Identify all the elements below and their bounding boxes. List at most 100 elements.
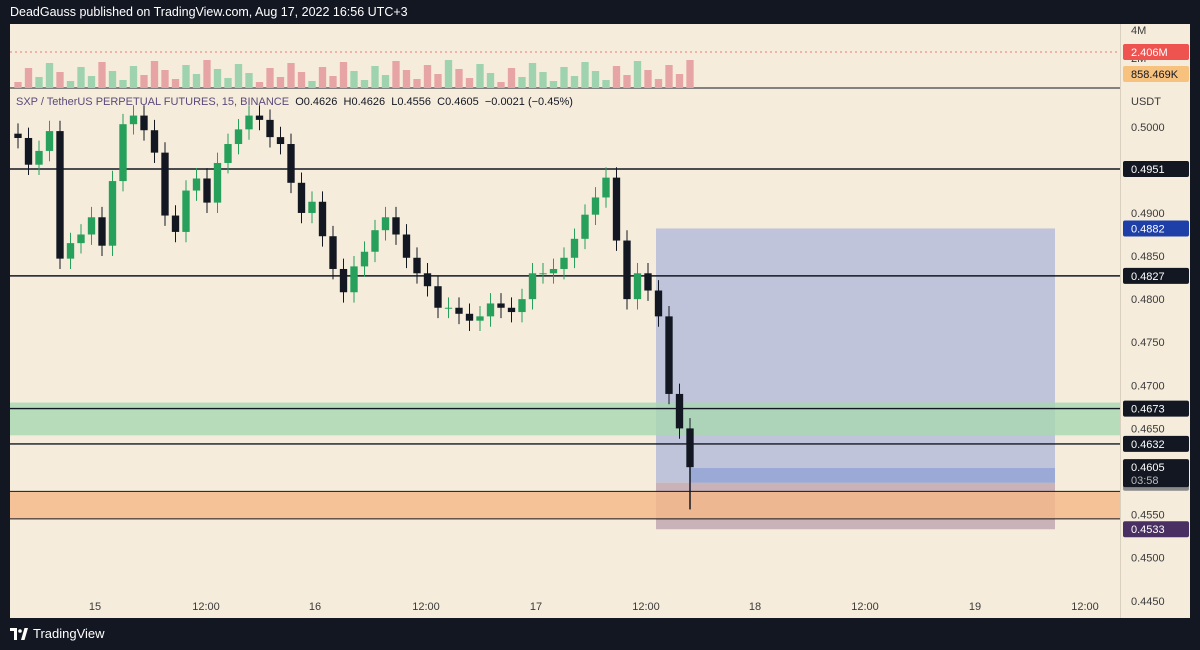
candle-body xyxy=(675,393,684,429)
volume-bar xyxy=(213,69,222,88)
volume-bar xyxy=(45,63,54,88)
volume-bar xyxy=(87,76,96,88)
y-tick-label: 0.5000 xyxy=(1131,122,1165,134)
x-tick-label: 17 xyxy=(530,601,542,613)
level-tag-3-bg xyxy=(1123,435,1189,452)
candle-body xyxy=(360,251,369,267)
volume-bar xyxy=(392,61,400,88)
candle-body xyxy=(35,150,43,165)
volume-bar xyxy=(497,82,505,88)
candle-body xyxy=(266,119,274,138)
candle-body xyxy=(665,316,673,394)
volume-bar xyxy=(549,81,558,88)
candle-body xyxy=(14,133,22,138)
candle-body xyxy=(486,303,495,317)
volume-bar xyxy=(665,65,673,88)
volume-bar xyxy=(539,72,547,88)
right-edge xyxy=(1190,24,1200,618)
candle-body xyxy=(591,197,600,215)
chart-area[interactable]: 15 12:00 16 12:00 17 12:00 18 12:00 19 12:00 SXP … xyxy=(10,24,1120,618)
publisher-text: DeadGauss published on TradingView.com, … xyxy=(10,5,408,19)
tradingview-logo[interactable]: TradingView xyxy=(10,626,105,641)
candle-body xyxy=(444,307,453,309)
candle-body xyxy=(654,290,663,317)
last-price-tag: 0.4605 xyxy=(1131,462,1165,474)
volume-bar xyxy=(402,70,411,88)
candle-body xyxy=(507,307,516,313)
price-chart[interactable]: 15 12:00 16 12:00 17 12:00 18 12:00 19 12:00 xyxy=(10,24,1120,618)
volume-bar xyxy=(602,80,610,88)
footer: TradingView xyxy=(0,618,1200,650)
volume-tick-4m: 4M xyxy=(1131,25,1146,37)
volume-bar xyxy=(371,66,379,88)
volume-bar xyxy=(518,77,526,88)
x-tick-label: 15 xyxy=(89,601,101,613)
volume-bar xyxy=(161,70,169,88)
volume-bar xyxy=(77,67,85,88)
volume-bar xyxy=(255,82,264,88)
volume-bar xyxy=(224,78,232,88)
volume-bar xyxy=(66,81,75,88)
candle-body xyxy=(476,316,484,321)
level-tag-3: 0.4632 xyxy=(1131,439,1165,451)
candle-body xyxy=(192,178,201,191)
position-profit-area xyxy=(656,228,1055,483)
volume-bar xyxy=(339,62,348,88)
volume-bar xyxy=(434,74,442,88)
legend-high: H0.4626 xyxy=(343,96,386,108)
volume-bar xyxy=(381,75,390,88)
candle-body xyxy=(371,230,379,252)
x-tick-label: 12:00 xyxy=(851,601,879,613)
candle-body xyxy=(465,313,474,321)
volume-bar xyxy=(581,62,589,88)
level-tag-2: 0.4673 xyxy=(1131,404,1165,416)
candle-body xyxy=(213,162,222,203)
target-tag-bg xyxy=(1123,220,1189,237)
volume-bar xyxy=(308,81,316,88)
y-tick-label: 0.4550 xyxy=(1131,510,1165,522)
symbol-legend: SXP / TetherUS PERPETUAL FUTURES, 15, BI… xyxy=(16,96,573,108)
volume-bar xyxy=(192,74,201,88)
candle-body xyxy=(623,240,631,300)
volume-last-tag-bg xyxy=(1123,44,1189,60)
candle-body xyxy=(182,190,190,232)
candle-body xyxy=(602,177,610,198)
volume-bar xyxy=(287,63,295,88)
volume-bar xyxy=(318,67,327,88)
candle-body xyxy=(539,273,547,275)
candle-body xyxy=(686,428,694,468)
candle-body xyxy=(318,201,327,237)
publisher-header: DeadGauss published on TradingView.com, … xyxy=(0,0,1200,24)
legend-change: −0.0021 (−0.45%) xyxy=(484,96,573,108)
legend-symbol: SXP / TetherUS PERPETUAL FUTURES, 15, BI… xyxy=(16,96,290,108)
currency-label: USDT xyxy=(1131,96,1161,108)
volume-bar xyxy=(560,67,568,88)
volume-bar xyxy=(612,66,621,88)
x-tick-label: 16 xyxy=(309,601,321,613)
volume-bar xyxy=(591,71,600,88)
volume-bar xyxy=(119,80,127,88)
level-tag-2-bg xyxy=(1123,400,1189,417)
candle-body xyxy=(255,115,264,120)
candle-body xyxy=(45,131,54,151)
volume-bar xyxy=(644,70,652,88)
position-filled-area xyxy=(690,468,1055,483)
volume-bar xyxy=(266,68,274,88)
volume-bar xyxy=(444,60,453,88)
y-tick-label: 0.4850 xyxy=(1131,251,1165,263)
x-tick-label: 19 xyxy=(969,601,981,613)
price-axis[interactable]: 4M2MUSDT0.50000.49000.48500.48000.47500.… xyxy=(1120,24,1190,618)
stop-tag: 0.4533 xyxy=(1131,524,1165,536)
volume-bar xyxy=(234,64,243,88)
volume-last-tag: 2.406M xyxy=(1131,47,1168,59)
candle-body xyxy=(77,234,85,244)
volume-bar xyxy=(297,72,306,88)
stop-tag-bg xyxy=(1123,521,1189,538)
candle-body xyxy=(108,181,117,246)
candle-body xyxy=(276,137,285,145)
candle-body xyxy=(581,214,589,239)
volume-bar xyxy=(14,82,22,88)
volume-bar xyxy=(276,77,285,88)
volume-bar xyxy=(675,74,684,88)
candle-body xyxy=(381,217,390,231)
